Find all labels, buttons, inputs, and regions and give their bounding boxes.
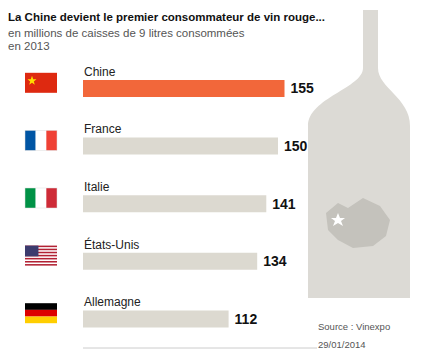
- svg-text:Chine: Chine: [84, 65, 116, 79]
- svg-text:155: 155: [291, 80, 315, 96]
- svg-text:États-Unis: États-Unis: [84, 237, 139, 252]
- html-text:en millions de caisses de 9 li: en millions de caisses de 9 litres conso…: [8, 27, 245, 52]
- html-text:Source : Vinexpo: Source : Vinexpo: [318, 321, 391, 332]
- svg-text:112: 112: [235, 311, 258, 327]
- html-text:La Chine devient le premier co: La Chine devient le premier consommateur…: [8, 11, 325, 23]
- svg-text:Allemagne: Allemagne: [84, 295, 141, 309]
- svg-text:150: 150: [284, 138, 308, 154]
- svg-text:France: France: [84, 122, 122, 136]
- svg-text:134: 134: [263, 253, 287, 269]
- svg-text:141: 141: [272, 196, 296, 212]
- svg-text:Italie: Italie: [84, 180, 110, 194]
- html-text:29/01/2014: 29/01/2014: [318, 339, 366, 350]
